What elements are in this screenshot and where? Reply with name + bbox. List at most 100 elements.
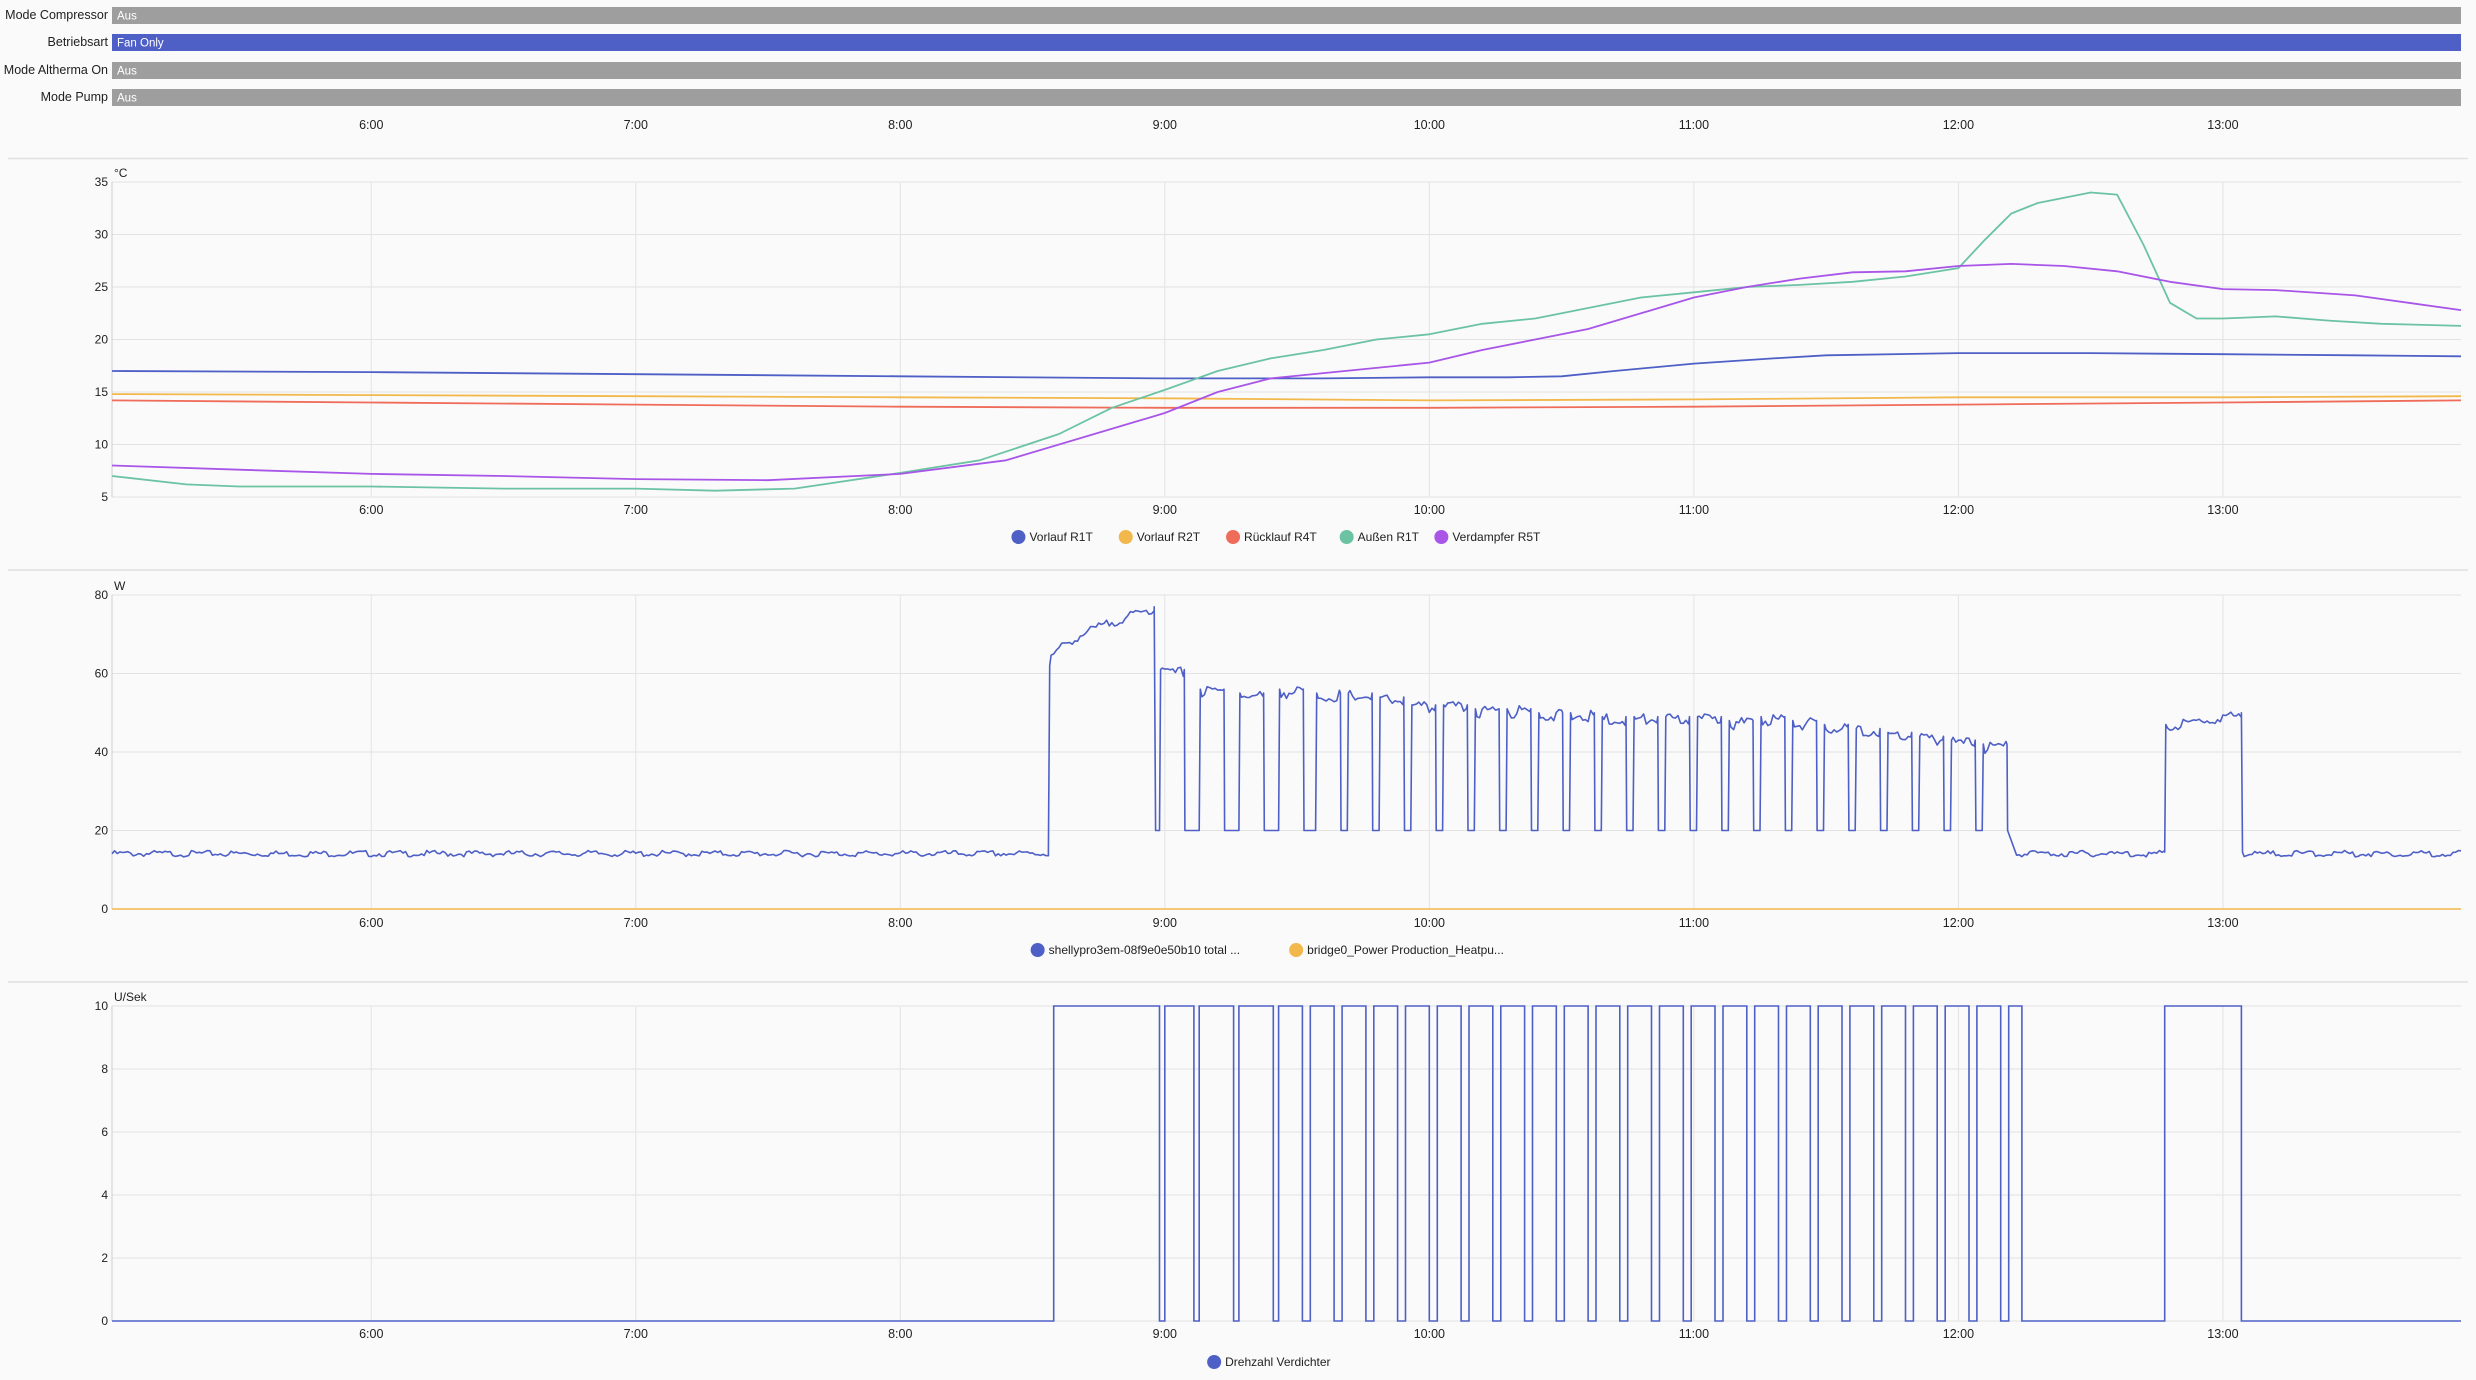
timeline-row-label: Mode Pump — [41, 90, 108, 104]
timeline-x-tick-label: 6:00 — [359, 118, 383, 132]
legend-item[interactable]: Verdampfer R5T — [1434, 530, 1541, 544]
legend-label: Vorlauf R1T — [1029, 530, 1093, 544]
legend-swatch-icon — [1011, 530, 1026, 544]
timeline-row-state: Aus — [117, 11, 137, 23]
timeline-row-label: Mode Altherma On — [4, 63, 108, 77]
legend-swatch-icon — [1434, 530, 1449, 544]
timeline-row-label: Mode Compressor — [5, 8, 108, 22]
state-timeline: Mode Compressor Aus Betriebsart Fan Only Mod… — [4, 7, 2468, 160]
timeline-row-bar[interactable] — [112, 89, 2461, 106]
y-tick-label: 10 — [95, 438, 109, 452]
x-tick-label: 8:00 — [888, 1327, 912, 1341]
x-tick-label: 7:00 — [624, 1327, 648, 1341]
legend-item[interactable]: Außen R1T — [1339, 530, 1420, 544]
x-tick-label: 9:00 — [1153, 1327, 1177, 1341]
legend-label: Vorlauf R2T — [1137, 530, 1201, 544]
chart-panel-1: 5 10 15 20 25 30 35 6:00 7:00 8:00 9:00 10:00 11:00 1… — [8, 166, 2468, 571]
x-tick-label: 13:00 — [2207, 1327, 2238, 1341]
series-line-3[interactable] — [111, 399, 2462, 409]
legend-label: Verdampfer R5T — [1452, 530, 1541, 544]
legend-item[interactable]: bridge0_Power Production_Heatpu... — [1289, 943, 1504, 957]
y-tick-label: 40 — [95, 745, 109, 759]
timeline-row-bar[interactable] — [112, 7, 2461, 24]
series-line-1[interactable] — [111, 352, 2462, 380]
legend-item[interactable]: Rücklauf R4T — [1226, 530, 1317, 544]
timeline-x-tick-label: 9:00 — [1153, 118, 1177, 132]
x-tick-label: 12:00 — [1943, 1327, 1974, 1341]
chart-panel-3: 0 2 4 6 8 10 6:00 7:00 8:00 9:00 10:00 11:00 12:00 13… — [95, 990, 2461, 1369]
legend-swatch-icon — [1118, 530, 1133, 544]
x-tick-label: 9:00 — [1153, 916, 1177, 930]
legend-item[interactable]: Vorlauf R1T — [1011, 530, 1093, 544]
y-tick-label: 35 — [95, 175, 109, 189]
y-tick-label: 20 — [95, 824, 109, 838]
y-tick-label: 2 — [101, 1251, 108, 1265]
x-tick-label: 9:00 — [1153, 503, 1177, 517]
legend-label: Drehzahl Verdichter — [1225, 1355, 1330, 1369]
timeline-row-bar[interactable] — [112, 62, 2461, 79]
legend-label: shellypro3em-08f9e0e50b10 total ... — [1049, 943, 1240, 957]
series-line-5[interactable] — [111, 263, 2462, 482]
legend-swatch-icon — [1030, 943, 1045, 957]
y-tick-label: 15 — [95, 385, 109, 399]
x-tick-label: 8:00 — [888, 503, 912, 517]
x-tick-label: 7:00 — [624, 916, 648, 930]
timeline-row-label: Betriebsart — [48, 35, 109, 49]
y-tick-label: 25 — [95, 280, 109, 294]
timeline-row-state: Fan Only — [117, 38, 164, 50]
x-tick-label: 6:00 — [359, 503, 383, 517]
series-line-4[interactable] — [111, 191, 2462, 492]
timeline-x-tick-label: 8:00 — [888, 118, 912, 132]
x-tick-label: 11:00 — [1679, 503, 1709, 517]
legend-swatch-icon — [1339, 530, 1354, 544]
y-tick-label: 0 — [101, 902, 108, 916]
legend-item[interactable]: shellypro3em-08f9e0e50b10 total ... — [1030, 943, 1240, 957]
legend-label: Außen R1T — [1358, 530, 1420, 544]
x-tick-label: 6:00 — [359, 1327, 383, 1341]
y-tick-label: 8 — [101, 1062, 108, 1076]
timeline-x-tick-label: 7:00 — [624, 118, 648, 132]
y-tick-label: 60 — [95, 667, 109, 681]
legend-item[interactable]: Drehzahl Verdichter — [1207, 1355, 1331, 1369]
legend-label: Rücklauf R4T — [1244, 530, 1317, 544]
x-tick-label: 8:00 — [888, 916, 912, 930]
timeline-row-bar[interactable] — [112, 34, 2461, 51]
y-axis-unit: °C — [114, 166, 128, 180]
legend-item[interactable]: Vorlauf R2T — [1118, 530, 1201, 544]
timeline-row-state: Aus — [117, 93, 137, 105]
series-line-1[interactable] — [112, 1005, 2461, 1322]
timeline-row-state: Aus — [117, 66, 137, 78]
x-tick-label: 11:00 — [1679, 916, 1709, 930]
chart-panel-2: 0 20 40 60 80 6:00 7:00 8:00 9:00 10:00 11:00 12:00… — [8, 579, 2468, 983]
y-tick-label: 4 — [101, 1188, 108, 1202]
legend-swatch-icon — [1207, 1355, 1222, 1369]
x-tick-label: 12:00 — [1943, 916, 1974, 930]
x-tick-label: 13:00 — [2207, 503, 2238, 517]
y-tick-label: 30 — [95, 228, 109, 242]
timeline-x-tick-label: 13:00 — [2207, 118, 2238, 132]
series-line-2[interactable] — [111, 393, 2462, 402]
x-tick-label: 7:00 — [624, 503, 648, 517]
y-tick-label: 6 — [101, 1125, 108, 1139]
y-axis-unit: W — [114, 579, 126, 593]
y-tick-label: 10 — [95, 999, 109, 1013]
y-tick-label: 5 — [101, 490, 108, 504]
y-tick-label: 20 — [95, 333, 109, 347]
x-tick-label: 10:00 — [1414, 1327, 1445, 1341]
x-tick-label: 11:00 — [1679, 1327, 1709, 1341]
y-tick-label: 0 — [101, 1314, 108, 1328]
y-tick-label: 80 — [95, 588, 109, 602]
x-tick-label: 13:00 — [2207, 916, 2238, 930]
legend-swatch-icon — [1226, 530, 1241, 544]
series-line-1[interactable] — [111, 606, 2462, 858]
y-axis-unit: U/Sek — [114, 990, 148, 1004]
x-tick-label: 6:00 — [359, 916, 383, 930]
legend-label: bridge0_Power Production_Heatpu... — [1307, 943, 1504, 957]
legend-swatch-icon — [1289, 943, 1304, 957]
timeline-x-tick-label: 11:00 — [1679, 118, 1709, 132]
x-tick-label: 10:00 — [1414, 503, 1445, 517]
timeline-x-tick-label: 12:00 — [1943, 118, 1974, 132]
